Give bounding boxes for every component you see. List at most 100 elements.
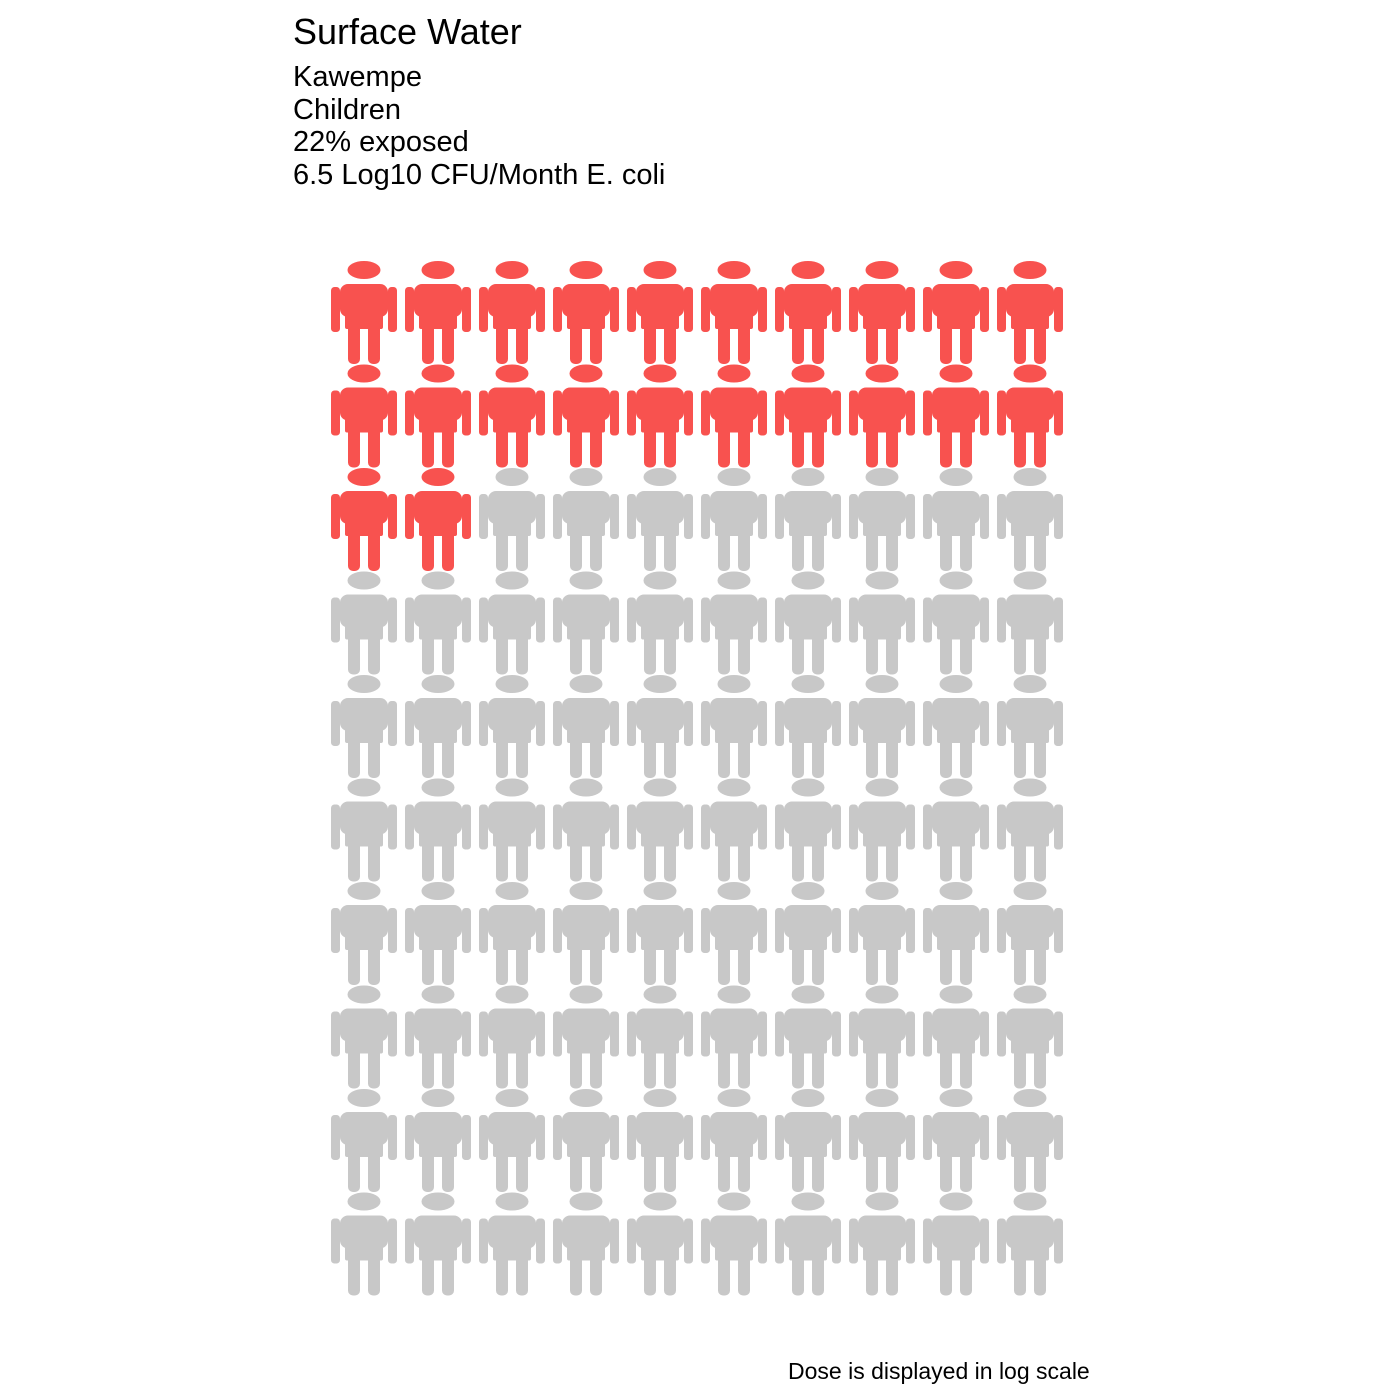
person-icon-unexposed (701, 882, 767, 985)
person-icon-unexposed (405, 1192, 471, 1296)
person-icon-exposed (553, 261, 619, 364)
person-icon-unexposed (627, 468, 693, 571)
person-icon-unexposed (405, 571, 471, 675)
person-icon-unexposed (775, 571, 841, 675)
person-icon-exposed (923, 364, 989, 468)
person-icon-unexposed (479, 882, 545, 985)
person-icon-unexposed (331, 778, 397, 882)
person-icon-unexposed (997, 571, 1063, 675)
person-icon-exposed (997, 364, 1063, 468)
person-icon-unexposed (479, 985, 545, 1089)
subtitle-exposure: 22% exposed (293, 126, 469, 158)
person-icon-unexposed (849, 985, 915, 1089)
person-icon-unexposed (553, 985, 619, 1089)
person-icon-exposed (849, 364, 915, 468)
person-icon-exposed (701, 364, 767, 468)
person-icon-unexposed (627, 675, 693, 778)
person-icon-unexposed (997, 882, 1063, 985)
person-icon-unexposed (405, 778, 471, 882)
person-icon-unexposed (331, 882, 397, 985)
person-icon-unexposed (775, 1089, 841, 1192)
person-icon-unexposed (775, 778, 841, 882)
person-icon-unexposed (331, 985, 397, 1089)
person-icon-unexposed (923, 1192, 989, 1296)
person-icon-unexposed (923, 675, 989, 778)
person-icon-exposed (627, 261, 693, 364)
person-icon-unexposed (701, 985, 767, 1089)
person-icon-unexposed (331, 675, 397, 778)
person-icon-unexposed (997, 675, 1063, 778)
person-icon-unexposed (479, 675, 545, 778)
person-icon-exposed (923, 261, 989, 364)
person-icon-unexposed (701, 468, 767, 571)
person-icon-unexposed (997, 1192, 1063, 1296)
person-icon-unexposed (405, 1089, 471, 1192)
person-icon-unexposed (849, 675, 915, 778)
person-icon-unexposed (701, 675, 767, 778)
person-icon-unexposed (997, 778, 1063, 882)
person-icon-unexposed (627, 778, 693, 882)
person-icon-unexposed (627, 1192, 693, 1296)
subtitle-dose: 6.5 Log10 CFU/Month E. coli (293, 158, 666, 191)
chart-caption: Dose is displayed in log scale (788, 1358, 1090, 1384)
person-icon-unexposed (775, 675, 841, 778)
icons-grid (331, 261, 1063, 1296)
person-icon-exposed (479, 364, 545, 468)
person-icon-unexposed (849, 468, 915, 571)
person-icon-unexposed (775, 1192, 841, 1296)
person-icon-unexposed (553, 468, 619, 571)
person-icon-exposed (405, 364, 471, 468)
person-icon-unexposed (405, 882, 471, 985)
person-icon-unexposed (553, 571, 619, 675)
person-icon-exposed (701, 261, 767, 364)
person-icon-unexposed (479, 1089, 545, 1192)
person-icon-unexposed (849, 778, 915, 882)
chart-subtitle: Kawempe Children 22% exposed 6.5 Log10 C… (293, 61, 665, 191)
person-icon-unexposed (923, 985, 989, 1089)
person-icon-unexposed (405, 675, 471, 778)
person-icon-unexposed (627, 571, 693, 675)
person-icon-exposed (627, 364, 693, 468)
person-icon-unexposed (701, 571, 767, 675)
person-icon-unexposed (331, 571, 397, 675)
person-icon-unexposed (849, 1192, 915, 1296)
person-icon-unexposed (701, 778, 767, 882)
person-icon-unexposed (701, 1089, 767, 1192)
person-icon-exposed (775, 364, 841, 468)
person-icon-unexposed (775, 882, 841, 985)
person-icon-unexposed (553, 1089, 619, 1192)
subtitle-location: Kawempe (293, 61, 422, 93)
person-icon-unexposed (849, 571, 915, 675)
person-icon-unexposed (553, 675, 619, 778)
person-icon-unexposed (923, 1089, 989, 1192)
person-icon-unexposed (331, 1089, 397, 1192)
person-icon-unexposed (775, 985, 841, 1089)
person-icon-unexposed (923, 571, 989, 675)
person-icon-unexposed (923, 882, 989, 985)
person-icon-exposed (331, 364, 397, 468)
person-icon-unexposed (923, 468, 989, 571)
chart-title: Surface Water (293, 11, 522, 52)
person-icon-unexposed (849, 1089, 915, 1192)
person-icon-unexposed (479, 571, 545, 675)
person-icon-exposed (553, 364, 619, 468)
person-icon-exposed (331, 261, 397, 364)
person-icon-unexposed (627, 1089, 693, 1192)
person-icon-unexposed (479, 468, 545, 571)
person-icon-unexposed (331, 1192, 397, 1296)
person-icon-unexposed (553, 1192, 619, 1296)
person-icon-unexposed (701, 1192, 767, 1296)
person-icon-exposed (997, 261, 1063, 364)
person-icon-unexposed (627, 882, 693, 985)
person-icon-unexposed (849, 882, 915, 985)
person-icon-unexposed (627, 985, 693, 1089)
person-icon-unexposed (479, 1192, 545, 1296)
person-icon-unexposed (997, 468, 1063, 571)
person-icon-unexposed (553, 778, 619, 882)
person-icon-unexposed (479, 778, 545, 882)
subtitle-population: Children (293, 93, 401, 126)
person-icon-unexposed (997, 1089, 1063, 1192)
person-icon-exposed (479, 261, 545, 364)
person-icon-exposed (405, 468, 471, 571)
